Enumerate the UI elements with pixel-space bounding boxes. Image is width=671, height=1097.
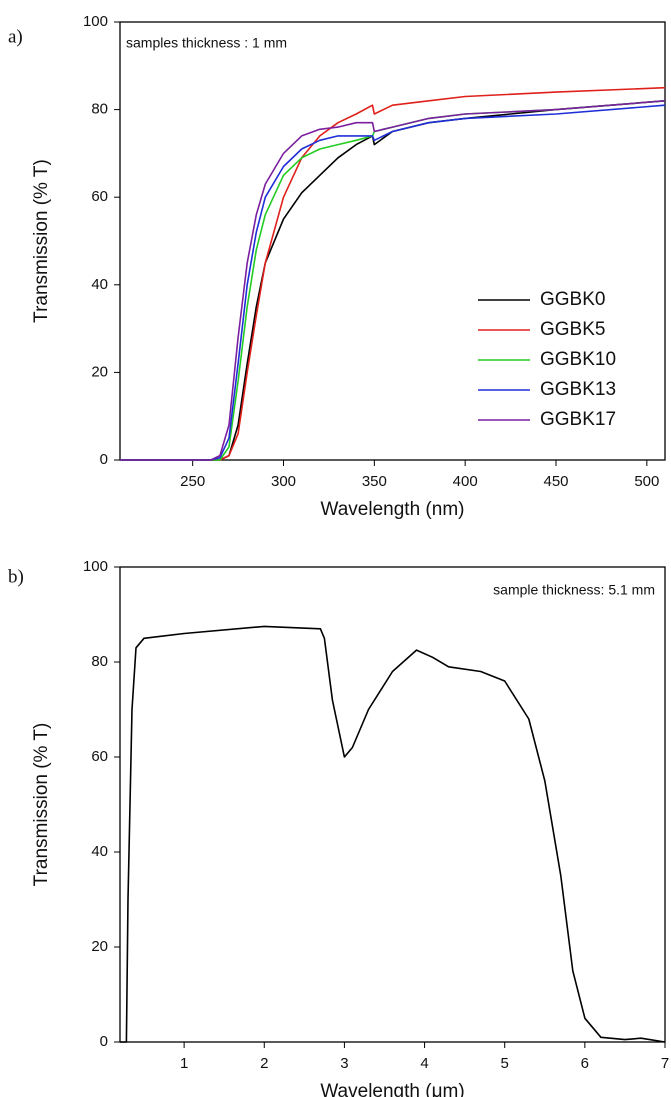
x-tick-label: 1 — [180, 1055, 188, 1072]
y-tick-label: 0 — [100, 451, 108, 468]
x-tick-label: 250 — [180, 473, 205, 490]
x-tick-label: 6 — [581, 1055, 589, 1072]
x-tick-label: 2 — [260, 1055, 268, 1072]
x-tick-label: 300 — [271, 473, 296, 490]
series-line — [120, 100, 666, 461]
series-line — [120, 100, 666, 461]
legend-label: GGBK0 — [540, 289, 605, 310]
y-tick-label: 20 — [91, 363, 108, 380]
x-tick-label: 7 — [661, 1055, 669, 1072]
series-line — [120, 625, 666, 1043]
x-tick-label: 400 — [453, 473, 478, 490]
y-tick-label: 100 — [83, 13, 108, 30]
y-tick-label: 80 — [91, 101, 108, 118]
legend-label: GGBK17 — [540, 409, 616, 430]
y-tick-label: 60 — [91, 188, 108, 205]
x-axis-title: Wavelength (nm) — [321, 499, 465, 520]
y-tick-label: 100 — [83, 558, 108, 575]
x-tick-label: 4 — [420, 1055, 428, 1072]
annotation: sample thickness: 5.1 mm — [493, 582, 655, 598]
y-tick-label: 0 — [100, 1033, 108, 1050]
panel-label: a) — [8, 26, 23, 47]
legend-label: GGBK13 — [540, 379, 616, 400]
series-line — [120, 104, 666, 461]
annotation: samples thickness : 1 mm — [126, 35, 287, 51]
y-tick-label: 80 — [91, 653, 108, 670]
y-tick-label: 60 — [91, 748, 108, 765]
plot-frame — [119, 566, 666, 1043]
y-axis-title: Transmission (% T) — [31, 159, 52, 323]
y-tick-label: 20 — [91, 938, 108, 955]
legend-label: GGBK5 — [540, 319, 605, 340]
panel-label: b) — [8, 566, 24, 587]
plot-frame — [119, 21, 666, 461]
y-tick-label: 40 — [91, 843, 108, 860]
y-axis-title: Transmission (% T) — [31, 723, 52, 887]
x-tick-label: 5 — [501, 1055, 509, 1072]
series-line — [120, 100, 666, 461]
series-line — [120, 86, 666, 461]
legend-label: GGBK10 — [540, 349, 616, 370]
x-axis-title: Wavelength (μm) — [320, 1081, 464, 1097]
y-tick-label: 40 — [91, 276, 108, 293]
x-tick-label: 3 — [340, 1055, 348, 1072]
x-tick-label: 500 — [634, 473, 659, 490]
x-tick-label: 350 — [362, 473, 387, 490]
x-tick-label: 450 — [543, 473, 568, 490]
